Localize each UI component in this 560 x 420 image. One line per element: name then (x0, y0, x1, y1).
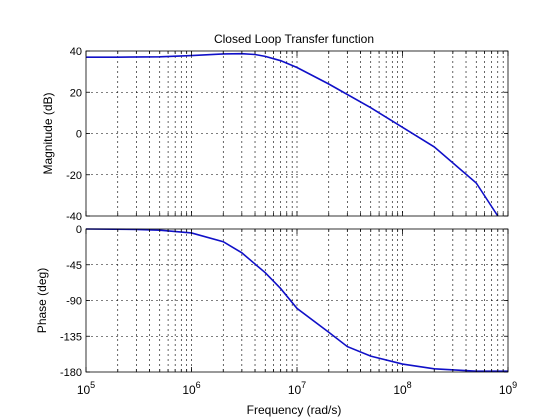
y-tick-label: -45 (66, 260, 82, 272)
x-tick-label-base: 10 (499, 383, 513, 397)
magnitude-curve (86, 52, 499, 217)
x-tick-label: 109 (499, 380, 517, 397)
x-tick-label-base: 10 (288, 383, 302, 397)
y-tick-label: 0 (76, 129, 82, 141)
x-tick-label-exponent: 6 (196, 380, 201, 390)
y-tick-label: -135 (60, 331, 82, 343)
x-tick-label-base: 10 (182, 383, 196, 397)
x-tick-label: 106 (182, 380, 200, 397)
y-axis-label: Magnitude (dB) (41, 92, 55, 174)
chart-title: Closed Loop Transfer function (214, 32, 374, 46)
y-axis-label: Phase (deg) (35, 268, 49, 333)
x-tick-label: 107 (288, 380, 306, 397)
x-tick-label-base: 10 (77, 383, 91, 397)
x-tick-label: 108 (393, 380, 411, 397)
phase-curve (85, 228, 508, 373)
x-tick-label-exponent: 8 (407, 380, 412, 390)
y-tick-label: -20 (66, 170, 82, 182)
x-tick-label-exponent: 9 (512, 380, 517, 390)
y-tick-label: -40 (66, 211, 82, 223)
magnitude-plot: -40 -20 0 20 40 Magnitude (dB) (41, 46, 509, 223)
y-tick-label: 0 (76, 224, 82, 236)
y-tick-label: 40 (70, 46, 82, 58)
x-tick-label-exponent: 5 (90, 380, 95, 390)
x-axis-label: Frequency (rad/s) (247, 403, 342, 417)
y-tick-label: 20 (70, 87, 82, 99)
x-tick-label-base: 10 (393, 383, 407, 397)
x-tick-label: 105 (77, 380, 95, 397)
y-tick-label: -90 (66, 296, 82, 308)
x-tick-label-exponent: 7 (301, 380, 306, 390)
y-tick-label: -180 (60, 367, 82, 379)
